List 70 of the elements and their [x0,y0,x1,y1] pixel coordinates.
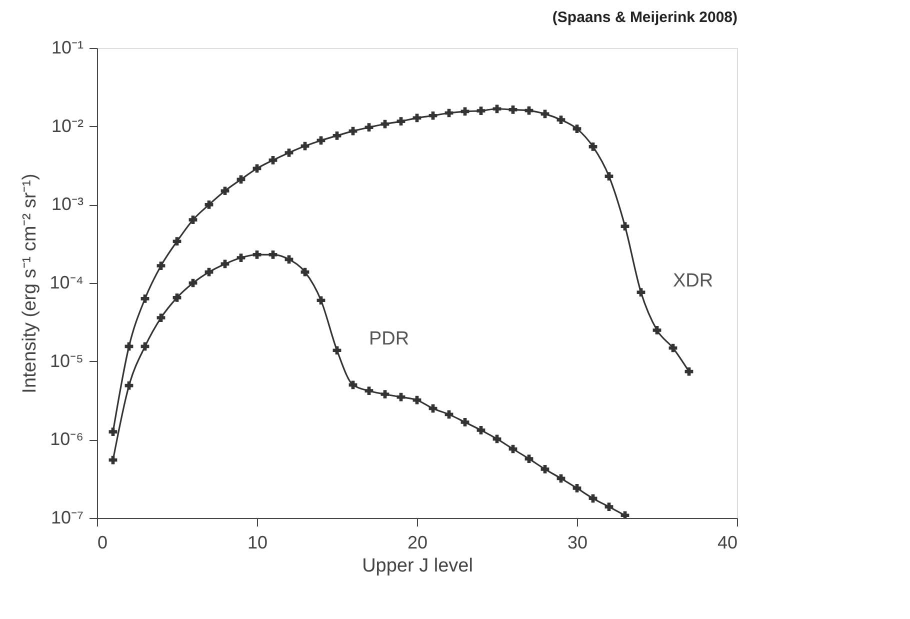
point [620,222,630,230]
point [396,117,406,126]
point [444,410,454,419]
y-tick-label: 10⁻⁶ [50,429,84,450]
point [588,142,598,151]
point [476,106,486,115]
point [124,381,134,390]
point [188,216,198,224]
point [572,484,582,492]
point [156,314,166,322]
point [604,502,614,511]
point [540,464,550,474]
point [652,326,662,334]
point [364,386,374,396]
point [380,390,390,398]
point [332,346,342,355]
y-tick-label: 10⁻⁵ [50,350,84,371]
point [236,254,246,262]
point [476,426,486,434]
point [492,104,502,114]
point [348,380,358,390]
y-tick-label: 10⁻¹ [51,38,84,58]
point [316,296,326,305]
point [108,428,118,436]
point [284,255,294,264]
point [540,110,550,118]
point [572,124,582,133]
point [204,200,214,209]
x-tick-label: 10 [247,532,268,552]
x-tick-label: 30 [567,532,588,552]
point [268,250,278,259]
x-tick-label: 20 [407,532,428,552]
point [428,111,438,120]
series-label: PDR [369,328,410,350]
point [268,156,278,164]
y-tick-label: 10⁻² [51,116,84,136]
y-tick-label: 10⁻⁴ [50,272,84,292]
point [252,250,262,259]
series-label: XDR [673,270,714,292]
point [140,294,150,303]
point [220,186,230,196]
point [332,131,342,140]
point [140,342,150,351]
point [124,342,134,351]
point [508,106,518,114]
point [156,262,166,270]
x-tick-label: 0 [98,532,108,552]
point [604,172,614,181]
point [636,288,646,297]
x-tick-label: 40 [717,532,738,552]
point [556,116,566,124]
point [348,126,358,136]
text: (Spaans & Meijerink 2008) [552,9,738,26]
point [684,367,694,376]
y-axis-title: Intensity (erg s⁻¹ cm⁻² sr⁻¹) [20,174,41,394]
point [412,396,422,404]
point [284,148,294,157]
point [364,123,374,132]
point [172,237,182,246]
point [460,107,470,116]
point [236,175,246,184]
point [460,418,470,426]
y-tick-label: 10⁻⁷ [50,508,84,528]
x-axis-title: Upper J level [362,556,473,576]
y-tick-label: 10⁻³ [51,194,84,214]
point [172,293,182,302]
point [620,511,630,518]
point [588,494,598,503]
point [556,474,566,483]
point [524,454,534,463]
